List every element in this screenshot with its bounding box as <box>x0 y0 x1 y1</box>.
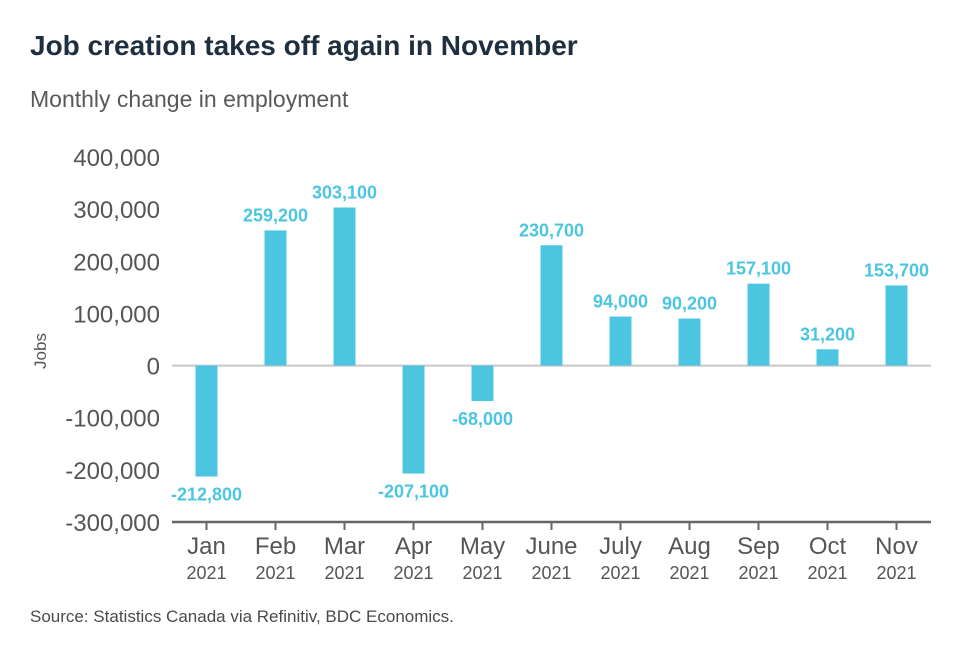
data-label: 303,100 <box>312 183 377 203</box>
data-label: 157,100 <box>726 259 791 279</box>
source-note: Source: Statistics Canada via Refinitiv,… <box>30 607 454 626</box>
y-tick-label: 0 <box>147 354 160 381</box>
x-axis-labels: Jan 2021 Feb 2021 Mar 2021 Apr 2021 May 2021 June 2… <box>186 522 918 583</box>
x-tick-year-label: 2021 <box>186 563 226 583</box>
chart-title: Job creation takes off again in November <box>30 30 578 61</box>
y-tick-label: -200,000 <box>65 458 160 485</box>
bar <box>540 245 563 366</box>
bar <box>678 318 701 366</box>
x-tick-year-label: 2021 <box>462 563 502 583</box>
y-axis-ticks: 400,000 300,000 200,000 100,000 0 -100,000 -20… <box>65 145 160 537</box>
data-label: 259,200 <box>243 205 308 225</box>
x-tick-label: Sep <box>737 533 780 560</box>
y-tick-label: 300,000 <box>73 197 160 224</box>
data-label: 153,700 <box>864 260 929 280</box>
x-tick-year-label: 2021 <box>255 563 295 583</box>
bar <box>471 365 494 402</box>
bar <box>885 285 908 366</box>
data-label: -207,100 <box>378 482 449 502</box>
data-label: 31,200 <box>800 324 855 344</box>
bar <box>816 349 839 366</box>
bar <box>333 207 356 366</box>
bar <box>195 365 218 477</box>
data-label: -68,000 <box>452 409 513 429</box>
x-tick-year-label: 2021 <box>393 563 433 583</box>
x-tick-label: Oct <box>809 533 847 560</box>
x-tick-label: July <box>599 533 642 560</box>
x-tick-label: Mar <box>324 533 365 560</box>
bar <box>264 230 287 366</box>
x-tick-label: Apr <box>395 533 432 560</box>
data-label: 94,000 <box>593 292 648 312</box>
chart-subtitle: Monthly change in employment <box>30 86 349 112</box>
x-tick-year-label: 2021 <box>600 563 640 583</box>
y-tick-label: 200,000 <box>73 249 160 276</box>
data-label: -212,800 <box>171 485 242 505</box>
bar <box>609 316 632 366</box>
x-tick-year-label: 2021 <box>669 563 709 583</box>
x-tick-label: June <box>525 533 577 560</box>
y-tick-label: 400,000 <box>73 145 160 172</box>
x-tick-year-label: 2021 <box>876 563 916 583</box>
x-tick-label: Nov <box>875 533 918 560</box>
bars <box>195 207 908 477</box>
x-tick-label: Jan <box>187 533 226 560</box>
x-tick-year-label: 2021 <box>738 563 778 583</box>
x-tick-label: May <box>460 533 505 560</box>
y-tick-label: -100,000 <box>65 406 160 433</box>
y-axis-label: Jobs <box>31 333 50 369</box>
x-tick-label: Feb <box>255 533 296 560</box>
data-label: 90,200 <box>662 294 717 314</box>
x-tick-year-label: 2021 <box>324 563 364 583</box>
y-tick-label: 100,000 <box>73 301 160 328</box>
y-tick-label: -300,000 <box>65 510 160 537</box>
bar <box>747 283 770 366</box>
x-tick-year-label: 2021 <box>531 563 571 583</box>
bar <box>402 365 425 474</box>
x-tick-label: Aug <box>668 533 711 560</box>
data-label: 230,700 <box>519 220 584 240</box>
x-tick-year-label: 2021 <box>807 563 847 583</box>
